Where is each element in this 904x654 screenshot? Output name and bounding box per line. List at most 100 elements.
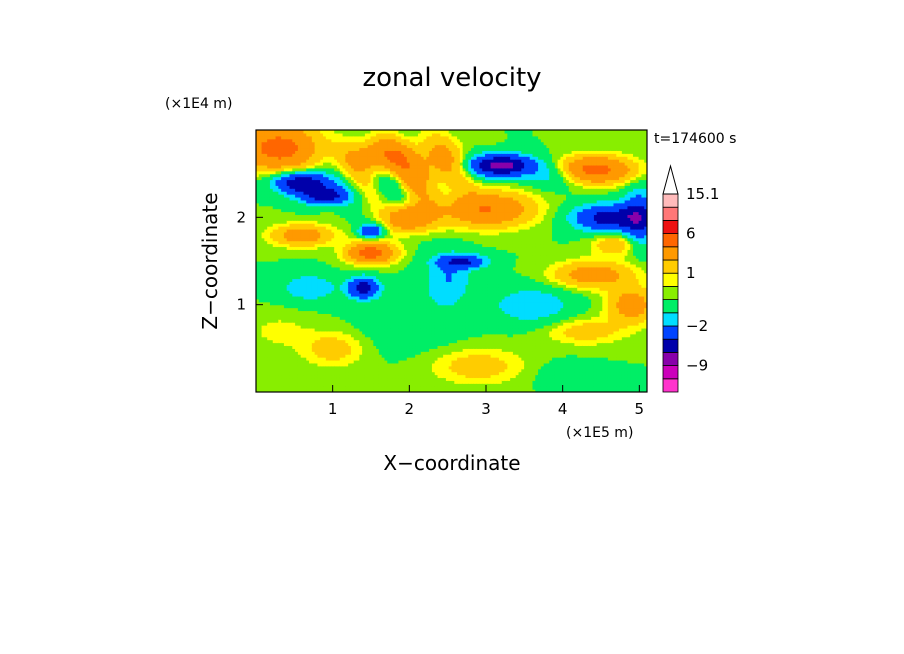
field-cell [303,313,307,317]
field-cell [281,202,285,207]
field-cell [264,342,268,347]
field-cell [342,269,346,274]
field-cell [334,278,338,282]
field-cell [292,150,296,154]
field-cell [269,130,274,134]
field-cell [275,179,279,183]
field-cell [320,147,324,151]
field-cell [303,188,307,192]
field-cell [350,301,355,306]
field-cell [256,301,260,306]
field-cell [359,231,363,236]
field-cell [281,156,285,160]
field-cell [261,275,265,280]
field-cell [356,269,360,274]
field-cell [348,316,352,320]
field-cell [317,255,321,259]
field-cell [275,342,279,347]
field-cell [336,182,341,186]
field-cell [342,208,346,213]
field-cell [320,135,324,140]
field-cell [306,266,310,271]
field-cell [342,141,346,146]
field-cell [309,310,313,314]
field-cell [334,310,338,314]
field-cell [286,258,291,262]
field-cell [320,226,324,230]
field-cell [339,159,344,163]
field-cell [325,164,330,169]
field-cell [339,170,344,175]
field-cell [297,258,302,262]
field-cell [311,316,316,320]
field-cell [364,194,369,198]
field-cell [309,211,313,216]
field-cell [356,362,360,367]
field-cell [350,293,355,297]
field-cell [367,284,372,288]
field-cell [303,365,307,370]
field-cell [336,159,341,163]
field-cell [320,354,324,358]
field-cell [283,150,288,154]
field-cell [272,176,277,181]
field-cell [272,368,277,373]
field-cell [320,261,324,265]
field-cell [334,147,338,151]
field-cell [350,173,355,178]
field-cell [297,179,302,183]
field-cell [306,261,310,265]
field-cell [320,205,324,210]
field-cell [362,156,366,160]
field-cell [331,357,335,361]
field-cell [289,368,293,373]
field-cell [339,226,344,230]
field-cell [334,266,338,271]
field-cell [323,176,327,181]
field-cell [325,281,330,285]
field-cell [306,196,310,201]
field-cell [283,266,288,271]
field-cell [364,261,369,265]
field-cell [328,293,333,297]
field-cell [269,237,274,242]
field-cell [317,301,321,306]
field-cell [295,301,299,306]
field-cell [300,275,305,280]
field-cell [309,377,313,381]
field-cell [314,290,319,294]
field-cell [323,159,327,163]
field-cell [309,266,313,271]
field-cell [345,249,349,253]
field-cell [281,304,285,309]
field-cell [350,231,355,236]
field-cell [297,389,302,392]
field-cell [306,301,310,306]
field-cell [348,266,352,271]
field-cell [267,202,271,207]
field-cell [278,362,282,367]
field-cell [278,196,282,201]
field-cell [339,278,344,282]
field-cell [328,301,333,306]
field-cell [367,330,372,335]
field-cell [275,217,279,221]
field-cell [364,249,369,253]
field-cell [278,191,282,195]
field-cell [269,316,274,320]
field-cell [323,316,327,320]
field-cell [261,147,265,151]
field-cell [261,217,265,221]
field-cell [295,246,299,250]
field-cell [289,162,293,166]
field-cell [359,281,363,285]
field-cell [348,194,352,198]
field-cell [281,196,285,201]
field-cell [289,316,293,320]
field-cell [353,354,358,358]
field-cell [256,389,260,392]
field-cell [350,330,355,335]
field-cell [300,287,305,291]
field-cell [264,153,268,157]
field-cell [303,339,307,344]
